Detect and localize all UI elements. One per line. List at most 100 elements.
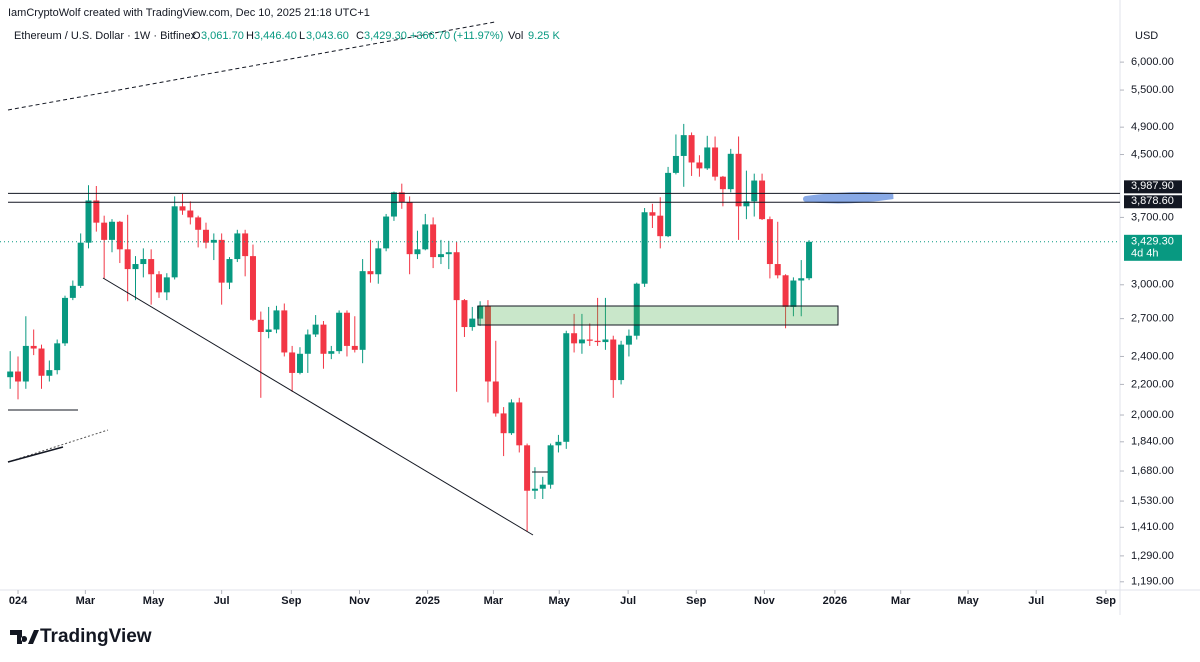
candle-body (359, 271, 366, 350)
candle-body (234, 233, 241, 260)
symbol: Ethereum / U.S. Dollar · 1W · Bitfinex (14, 30, 197, 42)
x-tick-label: Sep (1096, 595, 1116, 607)
candle-body (704, 147, 711, 169)
highlighter (803, 192, 894, 204)
candle-body (296, 353, 303, 373)
candle-body (343, 312, 350, 346)
candle-body (649, 212, 656, 216)
candle-body (555, 441, 562, 446)
value: 3,061.70 (201, 30, 244, 42)
candle-body (672, 155, 679, 173)
candle-body (46, 370, 53, 376)
candle-body (163, 277, 170, 293)
level-label: 3,987.90 (1131, 180, 1174, 192)
candle-body (743, 201, 750, 207)
label: C (356, 30, 364, 42)
x-tick-label: Mar (76, 595, 96, 607)
y-tick-label: 6,000.00 (1131, 56, 1174, 68)
x-tick-label: Mar (484, 595, 504, 607)
last-price-bg (1124, 234, 1182, 261)
candle-body (351, 345, 358, 350)
label: H (246, 30, 254, 42)
x-tick-label: Sep (281, 595, 301, 607)
candle-body (665, 172, 672, 237)
candle-body (257, 319, 264, 332)
candle-body (367, 271, 374, 275)
x-tick-label: 024 (9, 595, 28, 607)
x-tick-label: Mar (891, 595, 911, 607)
candle-body (336, 312, 343, 352)
last-price-label: 3,429.30 (1131, 236, 1174, 248)
y-tick-label: 1,530.00 (1131, 495, 1174, 507)
candle-body (751, 180, 758, 202)
candle-body (602, 339, 609, 343)
x-tick-label: Nov (349, 595, 371, 607)
candle-body (30, 345, 37, 349)
candle-body (453, 252, 460, 301)
candle-body (398, 192, 405, 203)
value: 3,043.60 (306, 30, 349, 42)
candle-body (155, 274, 162, 293)
candle-body (782, 275, 789, 307)
x-tick-label: 2026 (823, 595, 847, 607)
candle-body (484, 305, 491, 382)
candle-body (109, 221, 115, 240)
level-label-bg (1124, 195, 1182, 209)
candle-body (54, 343, 61, 371)
candle-body (727, 153, 734, 190)
drawing-line (7, 429, 109, 463)
brand: TradingView (40, 626, 152, 647)
candle-body (445, 252, 452, 255)
y-tick-label: 1,410.00 (1131, 521, 1174, 533)
candle-body (633, 283, 640, 336)
candle-body (688, 135, 695, 163)
candle-body (766, 219, 773, 265)
candle-body (469, 318, 476, 328)
candle-body (508, 402, 515, 434)
candle-body (719, 176, 726, 190)
candle-body (273, 310, 280, 330)
candle-body (62, 297, 69, 344)
candle-body (320, 324, 327, 354)
credit: IamCryptoWolf created with TradingView.c… (8, 7, 370, 19)
candle-body (586, 339, 593, 341)
candle-body (657, 215, 664, 237)
y-tick-label: 4,500.00 (1131, 148, 1174, 160)
candle-body (712, 147, 719, 177)
candle-body (69, 285, 76, 298)
candle-body (477, 305, 484, 319)
value: 3,429.30 (364, 30, 407, 42)
drawing-line (7, 446, 64, 463)
candle-body (539, 484, 546, 489)
x-tick-label: Jul (620, 595, 636, 607)
candle-body (437, 254, 444, 258)
candle-body (38, 348, 45, 376)
candle-body (171, 206, 178, 278)
candle-body (249, 256, 256, 320)
x-tick-label: Sep (686, 595, 706, 607)
legend: Ethereum / U.S. Dollar · 1W · Bitfinex O… (14, 30, 560, 42)
candle-body (140, 259, 147, 265)
candle-body (148, 259, 155, 275)
candle-body (101, 222, 108, 240)
plot (7, 123, 813, 532)
y-tick-label: 2,400.00 (1131, 350, 1174, 362)
candle-body (22, 345, 29, 382)
label: O (192, 30, 201, 42)
support-zone (477, 305, 839, 326)
candle-body (774, 264, 781, 276)
candle-body (798, 278, 805, 281)
candle-body (430, 224, 437, 258)
y-tick-label: 2,200.00 (1131, 378, 1174, 390)
y-tick-label: 2,700.00 (1131, 313, 1174, 325)
candle-body (414, 249, 421, 255)
candle-body (625, 335, 632, 345)
candle-body (328, 351, 335, 354)
drawing-line (7, 21, 496, 111)
candle-body (406, 202, 413, 255)
candle-body (132, 264, 139, 270)
candle-body (594, 340, 601, 343)
candle-body (218, 239, 225, 283)
